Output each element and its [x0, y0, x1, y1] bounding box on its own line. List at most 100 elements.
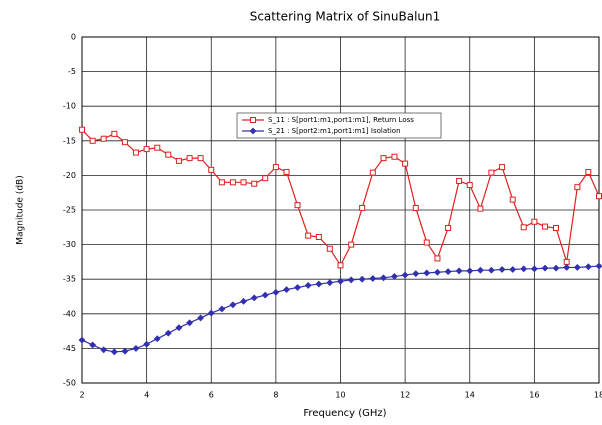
marker	[197, 155, 204, 162]
marker	[391, 273, 398, 280]
marker	[110, 348, 118, 356]
marker	[423, 269, 431, 277]
marker	[207, 309, 215, 317]
marker	[132, 344, 140, 352]
marker	[531, 218, 538, 225]
marker	[509, 266, 517, 273]
y-axis-label: Magnitude (dB)	[16, 175, 26, 244]
marker	[294, 284, 301, 291]
x-tick-label: 18	[594, 391, 602, 400]
marker	[326, 279, 334, 287]
marker	[380, 274, 387, 282]
y-tick-label: 0	[71, 33, 76, 42]
marker	[272, 164, 279, 171]
marker	[153, 335, 161, 343]
marker	[434, 255, 441, 262]
x-tick-label: 16	[529, 391, 539, 400]
marker	[164, 329, 172, 337]
marker	[445, 224, 452, 231]
x-tick-label: 10	[335, 391, 345, 400]
marker	[488, 169, 495, 176]
marker	[359, 204, 366, 211]
marker	[563, 258, 570, 265]
marker	[249, 127, 257, 135]
marker	[294, 202, 301, 209]
marker	[401, 271, 409, 279]
marker	[208, 166, 215, 173]
chart-title: Scattering Matrix of SinuBalun1	[250, 10, 441, 24]
legend-label: S_11 : S[port1:m1,port1:m1], Return Loss	[268, 116, 414, 124]
marker	[154, 144, 161, 151]
marker	[315, 280, 323, 288]
marker	[315, 233, 322, 240]
y-tick-label: -5	[68, 67, 76, 76]
marker	[111, 130, 118, 137]
marker	[175, 157, 182, 164]
x-tick-label: 8	[273, 391, 278, 400]
marker	[143, 340, 151, 348]
marker	[132, 149, 139, 156]
marker	[596, 193, 602, 200]
marker	[100, 346, 108, 354]
legend-label: S_21 : S[port2:m1,port1:m1] Isolation	[268, 127, 401, 135]
marker	[337, 277, 344, 285]
marker	[358, 275, 366, 283]
x-tick-label: 6	[209, 391, 214, 400]
marker	[595, 262, 602, 270]
marker	[434, 268, 441, 276]
marker	[89, 137, 96, 144]
x-tick-label: 14	[465, 391, 475, 400]
marker	[100, 135, 107, 142]
marker	[563, 264, 571, 271]
marker	[79, 126, 85, 133]
marker	[456, 177, 463, 184]
marker	[261, 291, 269, 299]
y-tick-label: -30	[63, 240, 76, 249]
marker	[412, 270, 420, 278]
marker	[509, 196, 516, 203]
marker	[574, 184, 581, 191]
marker	[347, 276, 355, 284]
marker	[585, 168, 592, 175]
marker	[305, 232, 312, 239]
y-tick-label: -20	[63, 171, 76, 180]
marker	[573, 264, 581, 271]
marker	[520, 265, 528, 273]
x-tick-label: 2	[79, 391, 84, 400]
marker	[186, 155, 193, 162]
marker	[240, 297, 247, 305]
marker	[121, 139, 128, 146]
marker	[391, 153, 398, 160]
marker	[402, 160, 409, 167]
legend-box	[236, 112, 442, 139]
marker	[251, 180, 258, 187]
marker	[369, 169, 376, 176]
x-tick-label: 12	[400, 391, 410, 400]
y-tick-label: -40	[63, 309, 76, 318]
y-tick-label: -45	[63, 344, 76, 353]
marker	[229, 179, 236, 186]
marker	[250, 117, 256, 123]
marker	[262, 175, 269, 182]
marker	[175, 324, 183, 332]
plot-frame	[81, 36, 600, 384]
y-tick-label: -10	[63, 102, 76, 111]
marker	[487, 266, 495, 274]
marker	[466, 267, 474, 275]
marker	[553, 224, 560, 231]
marker	[143, 146, 150, 153]
marker	[369, 275, 377, 282]
marker	[423, 239, 430, 246]
marker	[165, 151, 172, 158]
marker	[498, 266, 506, 273]
y-tick-label: -35	[63, 275, 76, 284]
marker	[476, 266, 484, 274]
marker	[283, 286, 290, 294]
marker	[380, 155, 387, 162]
marker	[541, 264, 549, 272]
x-axis-label: Frequency (GHz)	[303, 408, 386, 419]
marker	[412, 204, 419, 211]
y-tick-label: -15	[63, 136, 76, 145]
